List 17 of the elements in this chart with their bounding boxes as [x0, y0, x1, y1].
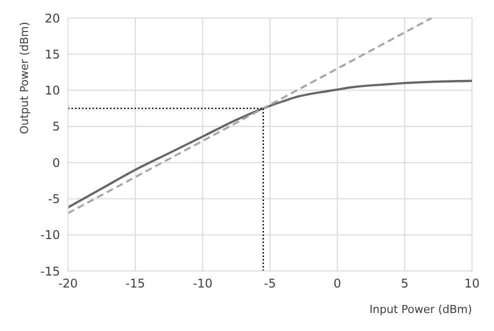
- x-tick-label: -5: [264, 276, 276, 291]
- x-axis-title: Input Power (dBm): [369, 303, 472, 316]
- y-tick-label: 20: [44, 11, 60, 26]
- x-tick-label: -15: [126, 276, 146, 291]
- y-tick-label: 5: [52, 120, 60, 134]
- x-tick-label: 10: [464, 276, 480, 291]
- y-axis-title: Output Power (dBm): [18, 22, 31, 134]
- y-tick-label: 0: [52, 156, 60, 170]
- x-tick-label: -10: [192, 276, 212, 291]
- y-tick-label: 10: [44, 84, 60, 98]
- x-tick-label: 0: [334, 276, 342, 291]
- y-tick-label: 15: [44, 47, 60, 62]
- y-tick-label: -15: [40, 264, 60, 278]
- y-tick-label: -10: [40, 228, 60, 242]
- y-tick-label: -5: [48, 192, 60, 206]
- x-tick-label: 5: [400, 276, 408, 291]
- x-tick-label: -20: [58, 276, 78, 291]
